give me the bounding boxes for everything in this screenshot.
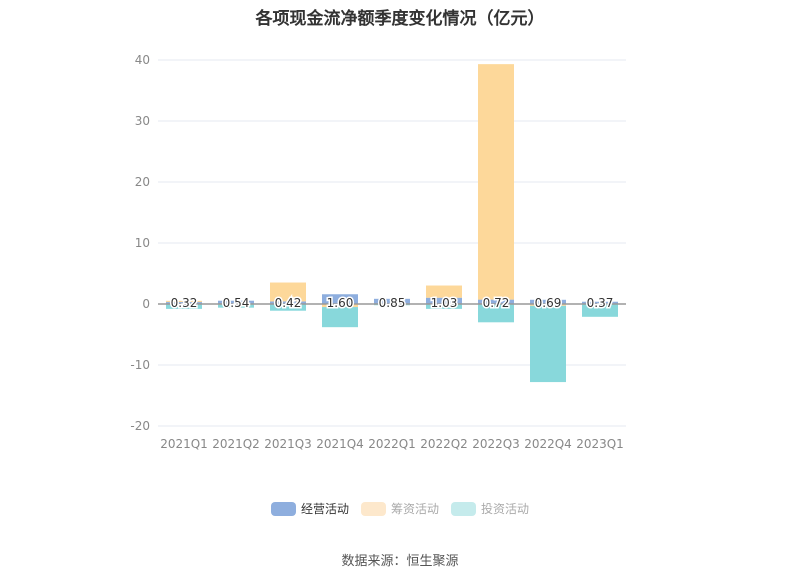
bar-segment[interactable] (166, 302, 202, 304)
y-tick-label: -20 (130, 419, 150, 433)
y-axis: 40 30 20 10 0 -10 -20 (130, 53, 150, 433)
data-label: 0.85 (379, 296, 406, 310)
x-tick-label: 2022Q1 (368, 437, 416, 451)
data-labels: 0.32 0.54 0.42 1.60 0.85 1.03 0.72 0.69 0.37 (169, 295, 615, 312)
legend-label-financing: 筹资活动 (390, 502, 439, 516)
y-tick-label: 40 (135, 53, 150, 67)
data-label: 1.03 (431, 296, 458, 310)
bar-segment[interactable] (530, 299, 566, 304)
x-tick-label: 2022Q3 (472, 437, 520, 451)
x-tick-label: 2022Q2 (420, 437, 468, 451)
data-label: 0.32 (171, 296, 198, 310)
x-tick-label: 2021Q3 (264, 437, 312, 451)
bar-segment[interactable] (218, 304, 254, 308)
bar-segment[interactable] (322, 294, 358, 304)
legend: 经营活动 筹资活动 投资活动 (0, 500, 800, 517)
x-axis: 2021Q1 2021Q2 2021Q3 2021Q4 2022Q1 2022Q2 2022… (160, 437, 624, 451)
y-tick-label: 30 (135, 114, 150, 128)
legend-label-investing: 投资活动 (481, 502, 530, 516)
bar-segment[interactable] (426, 304, 462, 309)
bar-segment[interactable] (166, 304, 202, 309)
legend-item-operating[interactable]: 经营活动 (270, 500, 349, 517)
bar-segment[interactable] (478, 304, 514, 323)
data-label: 0.54 (223, 296, 250, 310)
grid-lines (158, 59, 626, 427)
data-label: 0.72 (483, 296, 510, 310)
x-tick-label: 2021Q4 (316, 437, 364, 451)
bar-segment[interactable] (426, 297, 462, 304)
data-source: 数据来源：恒生聚源 (341, 554, 459, 569)
x-tick-label: 2023Q1 (576, 437, 624, 451)
legend-swatch-financing (360, 501, 386, 516)
stacked-bar-chart: 40 30 20 10 0 -10 -20 0.32 0.54 0.42 1.60 0.85 1.03… (130, 53, 626, 451)
legend-swatch-operating (270, 501, 296, 516)
legend-item-investing[interactable]: 投资活动 (451, 500, 529, 517)
y-tick-label: -10 (130, 358, 150, 372)
y-tick-label: 20 (135, 175, 150, 189)
data-label: 1.60 (327, 296, 354, 310)
bar-segment[interactable] (166, 300, 202, 303)
data-label: 0.42 (275, 296, 302, 310)
data-label: 0.69 (535, 296, 562, 310)
bar-segment[interactable] (530, 305, 566, 383)
legend-item-financing[interactable]: 筹资活动 (360, 500, 439, 517)
bar-segment[interactable] (478, 299, 514, 304)
bar-segment[interactable] (582, 301, 618, 304)
data-label: 0.37 (587, 296, 614, 310)
bar-segment[interactable] (426, 285, 462, 298)
bar-segment[interactable] (270, 282, 306, 302)
x-tick-label: 2022Q4 (524, 437, 572, 451)
legend-label-operating: 经营活动 (300, 502, 349, 516)
y-tick-label: 0 (142, 297, 150, 311)
legend-swatch-investing (451, 501, 476, 516)
bar-segment[interactable] (322, 304, 358, 308)
chart-title: 各项现金流净额季度变化情况（亿元） (255, 9, 545, 29)
bar-segment[interactable] (270, 304, 306, 311)
bar-segment[interactable] (530, 304, 566, 306)
x-tick-label: 2021Q2 (212, 437, 260, 451)
y-tick-label: 10 (135, 236, 150, 250)
bar-segment[interactable] (218, 300, 254, 304)
bar-segment[interactable] (270, 301, 306, 304)
bar-segment[interactable] (374, 298, 410, 304)
bars[interactable] (166, 64, 618, 383)
bar-segment[interactable] (478, 64, 514, 300)
bar-segment[interactable] (582, 304, 618, 317)
x-tick-label: 2021Q1 (160, 437, 208, 451)
bar-segment[interactable] (322, 307, 358, 328)
